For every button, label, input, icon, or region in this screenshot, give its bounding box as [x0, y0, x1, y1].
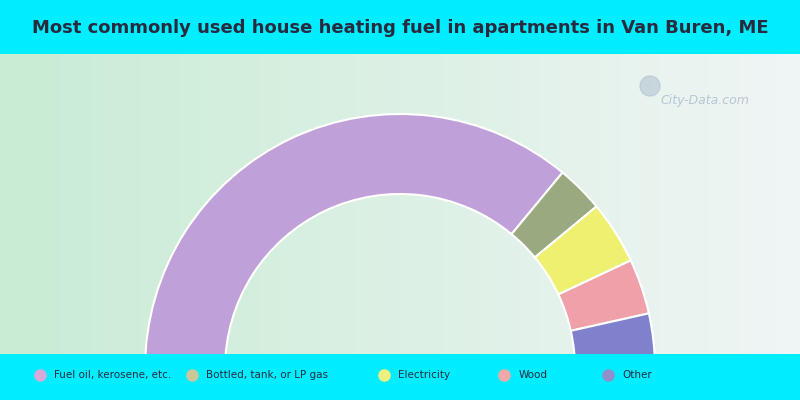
Text: City-Data.com: City-Data.com: [660, 94, 749, 107]
Wedge shape: [511, 172, 597, 258]
Text: Other: Other: [622, 370, 652, 380]
Wedge shape: [535, 206, 630, 294]
Text: Electricity: Electricity: [398, 370, 450, 380]
Text: Fuel oil, kerosene, etc.: Fuel oil, kerosene, etc.: [54, 370, 172, 380]
Text: Bottled, tank, or LP gas: Bottled, tank, or LP gas: [206, 370, 328, 380]
Text: Most commonly used house heating fuel in apartments in Van Buren, ME: Most commonly used house heating fuel in…: [32, 19, 768, 37]
Circle shape: [640, 76, 660, 96]
Text: Wood: Wood: [518, 370, 547, 380]
Wedge shape: [145, 114, 562, 369]
Wedge shape: [570, 313, 655, 369]
Wedge shape: [558, 260, 649, 331]
